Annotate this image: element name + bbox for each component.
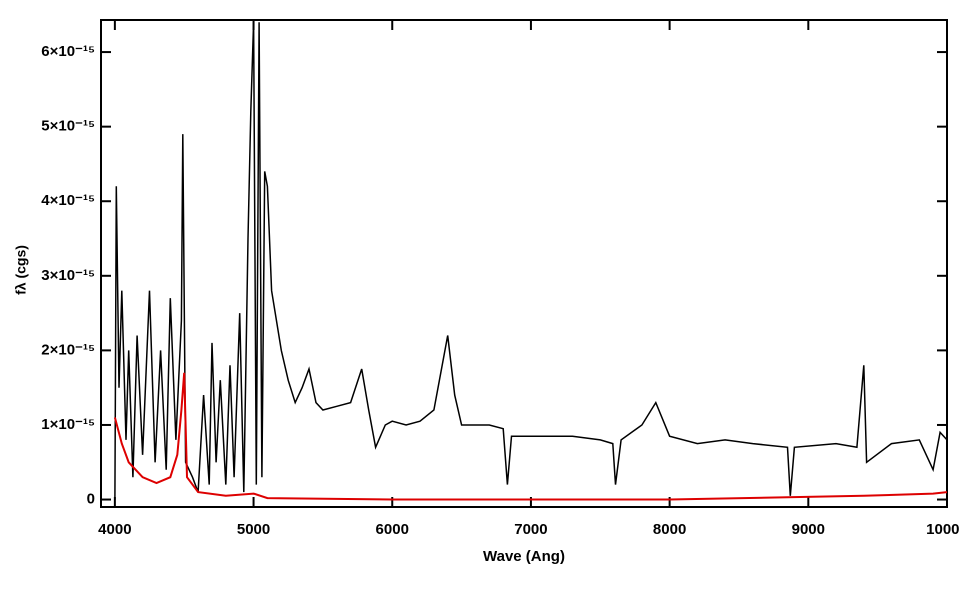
- x-tick-label: 4000: [98, 521, 131, 538]
- y-axis-label: fλ (cgs): [13, 245, 29, 295]
- y-tick-label: 3×10⁻¹⁵: [41, 267, 95, 284]
- x-tick-label: 7000: [514, 521, 547, 538]
- plot-frame: [100, 19, 948, 508]
- y-tick-label: 2×10⁻¹⁵: [41, 341, 95, 358]
- y-tick-label: 4×10⁻¹⁵: [41, 192, 95, 209]
- x-tick-label: 8000: [653, 521, 686, 538]
- spectrum-line: [113, 372, 947, 501]
- y-tick-label: 1×10⁻¹⁵: [41, 416, 95, 433]
- spectrum-line: [114, 22, 947, 500]
- x-tick-label: 9000: [792, 521, 825, 538]
- x-tick-label: 5000: [237, 521, 270, 538]
- y-tick-label: 5×10⁻¹⁵: [41, 118, 95, 135]
- y-tick-label: 6×10⁻¹⁵: [41, 43, 95, 60]
- y-tick-label: 0: [87, 491, 95, 508]
- x-axis-label: Wave (Ang): [483, 548, 565, 565]
- x-tick-label: 6000: [376, 521, 409, 538]
